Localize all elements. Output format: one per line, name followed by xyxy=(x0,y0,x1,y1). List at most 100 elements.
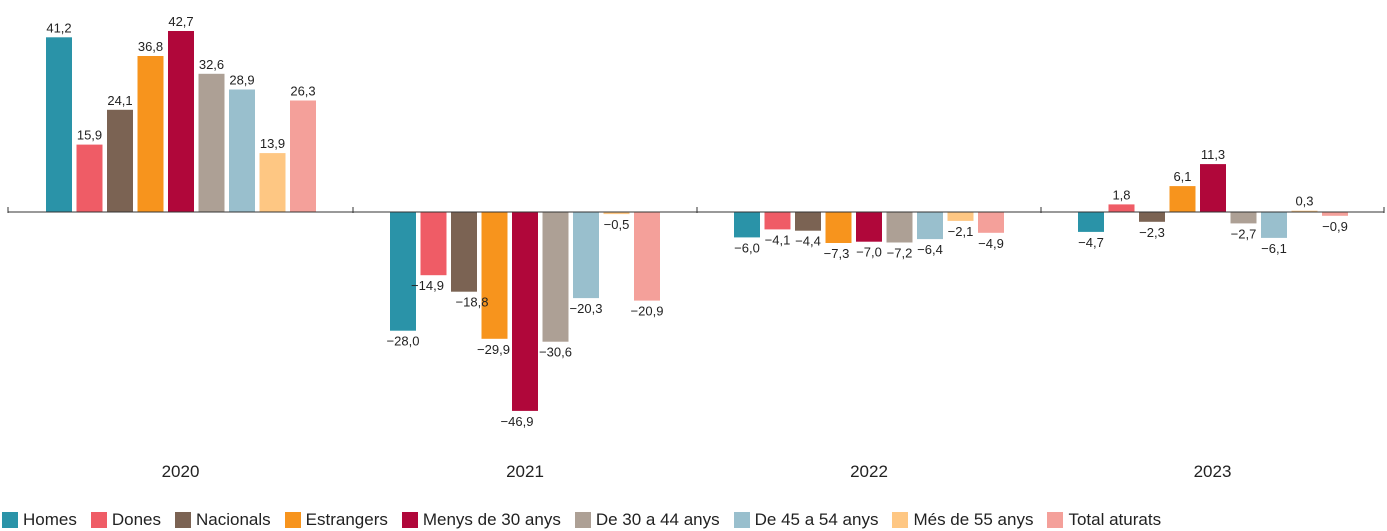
data-label: −4,9 xyxy=(978,236,1004,251)
data-label: −14,9 xyxy=(411,278,444,293)
data-label: 36,8 xyxy=(138,39,163,54)
bar-de-30-a-44-anys-2023 xyxy=(1230,212,1257,224)
legend-label: Més de 55 anys xyxy=(913,510,1034,529)
bar-de-30-a-44-anys-2022 xyxy=(886,212,913,243)
legend-swatch xyxy=(892,512,909,528)
bar-total-aturats-2023 xyxy=(1322,212,1348,216)
category-labels: 2020 2021 2022 2023 xyxy=(162,462,1232,481)
bar-total-aturats-2022 xyxy=(978,212,1004,233)
bar-de-45-a-54-anys-2020 xyxy=(229,89,255,212)
legend-item-nacionals: Nacionals xyxy=(175,510,271,530)
legend-label: Estrangers xyxy=(305,510,388,529)
legend-swatch xyxy=(1047,512,1064,528)
data-label: −6,4 xyxy=(917,242,943,257)
legend-item-homes: Homes xyxy=(2,510,77,530)
data-label: −7,0 xyxy=(856,245,882,260)
bar-dones-2020 xyxy=(76,144,103,212)
data-label: −2,3 xyxy=(1139,225,1165,240)
legend-item-total-aturats: Total aturats xyxy=(1047,510,1161,530)
legend-label: Dones xyxy=(111,510,161,529)
data-labels: 41,2 −28,0 −6,0 −4,7 15,9 −14,9 −4,1 1,8 24,1 −18… xyxy=(46,14,1347,429)
legend-label: Total aturats xyxy=(1068,510,1162,529)
bars-group xyxy=(46,31,1348,411)
bar-estrangers-2022 xyxy=(825,212,852,243)
data-label: −2,7 xyxy=(1231,226,1257,241)
data-label: 6,1 xyxy=(1173,169,1191,184)
data-label: −4,7 xyxy=(1078,235,1104,250)
bar-nacionals-2021 xyxy=(451,212,477,292)
data-label: 15,9 xyxy=(77,128,102,143)
legend-swatch xyxy=(574,512,591,528)
legend-label: De 30 a 44 anys xyxy=(595,510,720,529)
data-label: −20,3 xyxy=(570,301,603,316)
data-label: 0,3 xyxy=(1295,194,1313,209)
bar-més-de-55-anys-2021 xyxy=(603,212,630,215)
data-label: −28,0 xyxy=(387,334,420,349)
bar-dones-2023 xyxy=(1108,204,1135,212)
bar-total-aturats-2021 xyxy=(634,212,660,301)
data-label: 28,9 xyxy=(229,73,254,88)
bar-chart: 41,2 −28,0 −6,0 −4,7 15,9 −14,9 −4,1 1,8 24,1 −18… xyxy=(7,14,1385,481)
data-label: −4,4 xyxy=(795,234,821,249)
data-label: −6,0 xyxy=(734,240,760,255)
legend-label: Homes xyxy=(23,510,77,529)
bar-homes-2020 xyxy=(46,37,72,212)
category-label-2022: 2022 xyxy=(850,462,888,481)
bar-menys-de-30-anys-2023 xyxy=(1200,164,1226,212)
bar-estrangers-2021 xyxy=(481,212,508,339)
data-label: 24,1 xyxy=(107,93,132,108)
bar-nacionals-2022 xyxy=(795,212,821,231)
data-label: −0,5 xyxy=(604,217,630,232)
data-label: 26,3 xyxy=(290,84,315,99)
data-label: −18,8 xyxy=(456,295,489,310)
legend-swatch xyxy=(401,512,418,528)
legend-item-dones: Dones xyxy=(90,510,161,530)
bar-nacionals-2023 xyxy=(1139,212,1165,222)
bar-més-de-55-anys-2022 xyxy=(947,212,974,221)
data-label: −30,6 xyxy=(539,345,572,360)
bar-estrangers-2020 xyxy=(137,56,164,212)
legend-item-menys-de-30-anys: Menys de 30 anys xyxy=(401,510,561,530)
legend-swatch xyxy=(284,512,301,528)
legend-item-de-30-a-44-anys: De 30 a 44 anys xyxy=(574,510,720,530)
legend-label: De 45 a 54 anys xyxy=(754,510,879,529)
bar-dones-2021 xyxy=(420,212,447,276)
legend: Homes Dones Nacionals Estrangers Menys de 30… xyxy=(0,509,1387,531)
x-axis xyxy=(7,207,1385,213)
legend-item-de-45-a-54-anys: De 45 a 54 anys xyxy=(733,510,879,530)
data-label: 32,6 xyxy=(199,57,224,72)
bar-dones-2022 xyxy=(764,212,791,230)
category-label-2021: 2021 xyxy=(506,462,544,481)
bar-menys-de-30-anys-2020 xyxy=(168,31,194,212)
bar-homes-2022 xyxy=(734,212,760,238)
data-label: 42,7 xyxy=(168,14,193,29)
data-label: −4,1 xyxy=(765,232,791,247)
legend-label: Nacionals xyxy=(196,510,271,529)
legend-item-estrangers: Estrangers xyxy=(284,510,388,530)
bar-nacionals-2020 xyxy=(107,109,133,212)
bar-menys-de-30-anys-2021 xyxy=(512,212,538,411)
data-label: −7,2 xyxy=(887,246,913,261)
bar-estrangers-2023 xyxy=(1169,186,1196,212)
data-label: −6,1 xyxy=(1261,241,1287,256)
legend-label: Menys de 30 anys xyxy=(422,510,561,529)
category-label-2023: 2023 xyxy=(1194,462,1232,481)
data-label: −2,1 xyxy=(948,224,974,239)
category-label-2020: 2020 xyxy=(162,462,200,481)
bar-més-de-55-anys-2023 xyxy=(1291,210,1318,212)
legend-swatch xyxy=(733,512,750,528)
bar-homes-2021 xyxy=(390,212,416,331)
bar-de-45-a-54-anys-2021 xyxy=(573,212,599,299)
data-label: −0,9 xyxy=(1322,219,1348,234)
data-label: 11,3 xyxy=(1201,147,1225,162)
data-label: 41,2 xyxy=(46,20,71,35)
data-label: 1,8 xyxy=(1112,187,1130,202)
bar-de-45-a-54-anys-2022 xyxy=(917,212,943,240)
bar-menys-de-30-anys-2022 xyxy=(856,212,882,242)
bar-total-aturats-2020 xyxy=(290,100,316,212)
legend-swatch xyxy=(90,512,107,528)
data-label: −7,3 xyxy=(824,246,850,261)
legend-swatch xyxy=(175,512,191,528)
bar-de-45-a-54-anys-2023 xyxy=(1261,212,1287,238)
bar-de-30-a-44-anys-2021 xyxy=(542,212,569,342)
